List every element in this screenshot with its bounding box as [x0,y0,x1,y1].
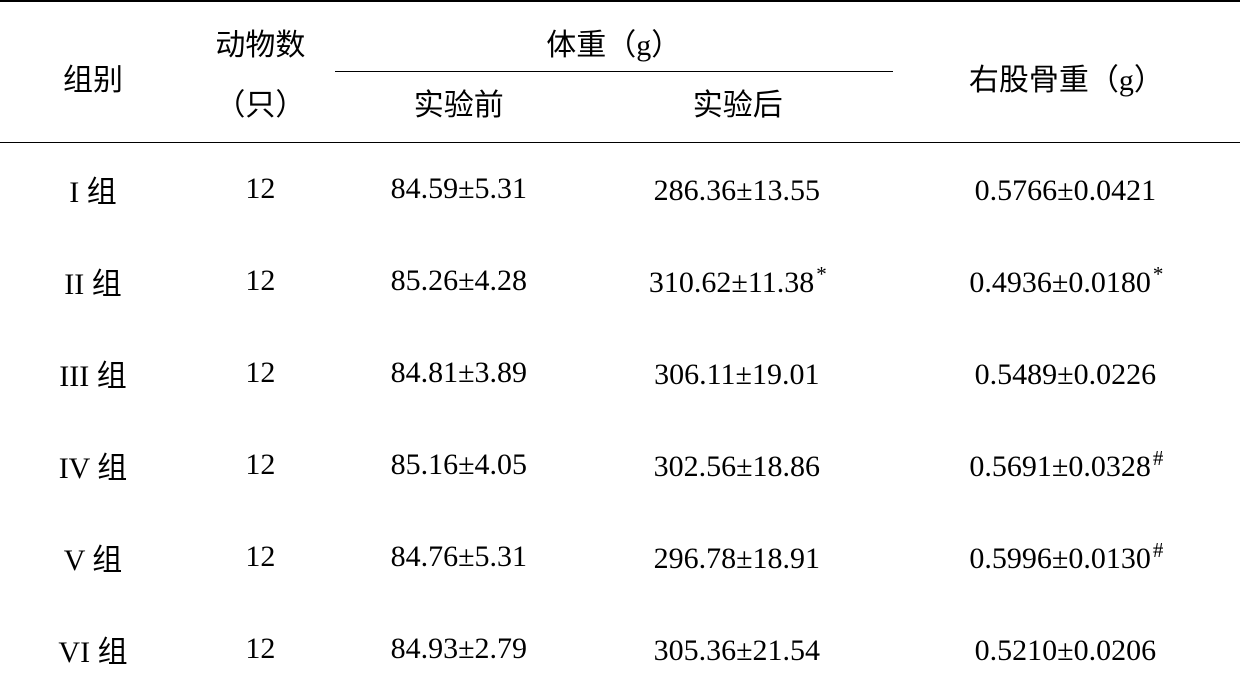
cell-after: 296.78±18.91 [583,511,893,603]
header-femur-weight: 右股骨重（g） [893,1,1240,143]
table-row: I 组 12 84.59±5.31 286.36±13.55 0.5766±0.… [0,143,1240,236]
cell-femur: 0.5766±0.0421 [893,143,1240,236]
cell-femur: 0.4936±0.0180* [893,235,1240,327]
cell-group: VI 组 [0,603,186,695]
cell-before: 84.93±2.79 [335,603,583,695]
cell-femur-value: 0.5691±0.0328 [969,450,1150,483]
cell-group: III 组 [0,327,186,419]
cell-after: 310.62±11.38* [583,235,893,327]
cell-after-value: 302.56±18.86 [654,450,820,483]
cell-after-value: 310.62±11.38 [649,266,814,299]
data-table-container: 组别 动物数 体重（g） 右股骨重（g） （只） 实验前 实验后 I 组 12 … [0,0,1240,672]
table-row: III 组 12 84.81±3.89 306.11±19.01 0.5489±… [0,327,1240,419]
cell-after: 305.36±21.54 [583,603,893,695]
header-before: 实验前 [335,72,583,143]
cell-group: IV 组 [0,419,186,511]
cell-femur-value: 0.5996±0.0130 [969,542,1150,575]
table-header: 组别 动物数 体重（g） 右股骨重（g） （只） 实验前 实验后 [0,1,1240,143]
experiment-table: 组别 动物数 体重（g） 右股骨重（g） （只） 实验前 实验后 I 组 12 … [0,0,1240,695]
header-animal-count-unit: （只） [186,72,335,143]
header-body-weight: 体重（g） [335,1,893,72]
cell-group: I 组 [0,143,186,236]
cell-femur-value: 0.5489±0.0226 [975,358,1156,391]
cell-count: 12 [186,419,335,511]
cell-group: II 组 [0,235,186,327]
cell-femur-sup: # [1153,446,1164,470]
cell-femur: 0.5489±0.0226 [893,327,1240,419]
body-weight-underline [335,71,893,72]
table-body: I 组 12 84.59±5.31 286.36±13.55 0.5766±0.… [0,143,1240,695]
cell-after-value: 286.36±13.55 [654,174,820,207]
cell-after-sup: * [816,262,827,286]
cell-femur-value: 0.4936±0.0180 [969,266,1150,299]
cell-after-value: 305.36±21.54 [654,634,820,667]
cell-before: 85.16±4.05 [335,419,583,511]
cell-before: 84.81±3.89 [335,327,583,419]
cell-after: 306.11±19.01 [583,327,893,419]
table-row: V 组 12 84.76±5.31 296.78±18.91 0.5996±0.… [0,511,1240,603]
header-group: 组别 [0,1,186,143]
cell-before: 85.26±4.28 [335,235,583,327]
cell-before: 84.76±5.31 [335,511,583,603]
header-row-1: 组别 动物数 体重（g） 右股骨重（g） [0,1,1240,72]
cell-group: V 组 [0,511,186,603]
cell-count: 12 [186,235,335,327]
cell-femur: 0.5691±0.0328# [893,419,1240,511]
cell-after: 286.36±13.55 [583,143,893,236]
cell-after: 302.56±18.86 [583,419,893,511]
table-row: II 组 12 85.26±4.28 310.62±11.38* 0.4936±… [0,235,1240,327]
header-after: 实验后 [583,72,893,143]
cell-before: 84.59±5.31 [335,143,583,236]
cell-count: 12 [186,511,335,603]
cell-femur-value: 0.5766±0.0421 [975,174,1156,207]
cell-femur-sup: * [1153,262,1164,286]
cell-femur-value: 0.5210±0.0206 [975,634,1156,667]
header-body-weight-label: 体重（g） [546,29,681,62]
cell-count: 12 [186,143,335,236]
table-row: VI 组 12 84.93±2.79 305.36±21.54 0.5210±0… [0,603,1240,695]
table-row: IV 组 12 85.16±4.05 302.56±18.86 0.5691±0… [0,419,1240,511]
cell-femur: 0.5996±0.0130# [893,511,1240,603]
cell-after-value: 296.78±18.91 [654,542,820,575]
cell-femur-sup: # [1153,538,1164,562]
cell-count: 12 [186,327,335,419]
cell-femur: 0.5210±0.0206 [893,603,1240,695]
header-animal-count: 动物数 [186,1,335,72]
cell-after-value: 306.11±19.01 [654,358,819,391]
cell-count: 12 [186,603,335,695]
